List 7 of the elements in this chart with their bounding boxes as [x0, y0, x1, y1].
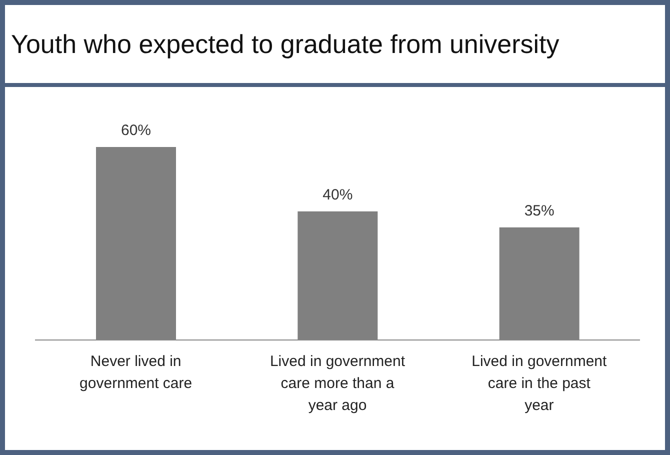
data-label: 40%: [322, 186, 353, 204]
x-tick-label: Lived in government care in the past year: [472, 353, 608, 414]
x-tick-label: Lived in government care more than a year ago: [270, 353, 406, 414]
data-label: 60%: [120, 122, 152, 139]
x-tick-label: Never lived in government care: [80, 353, 192, 392]
chart-title: Youth who expected to graduate from university: [5, 5, 665, 87]
data-label: 35%: [524, 202, 554, 220]
